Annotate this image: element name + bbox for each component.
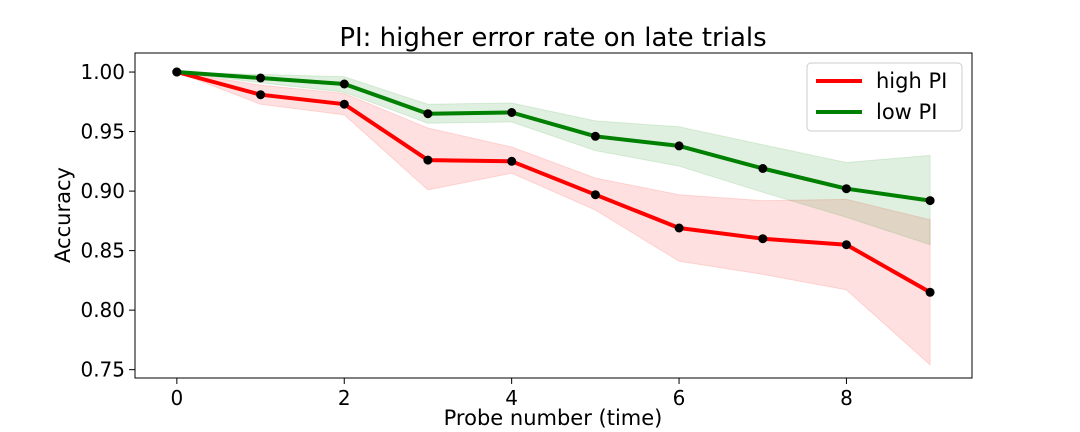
y-tick-label: 1.00: [80, 60, 125, 84]
point-low-pi-4: [507, 108, 517, 117]
y-axis-ticks: 0.75 0.80 0.85 0.90 0.95 1.00: [80, 60, 135, 382]
y-tick-label: 0.75: [80, 358, 125, 382]
y-axis-label: Accuracy: [51, 167, 75, 263]
y-tick-label: 0.80: [80, 298, 125, 322]
series-points: [172, 67, 935, 297]
x-axis-ticks: 0 2 4 6 8: [170, 378, 853, 410]
point-low-pi-9: [925, 196, 935, 206]
line-low-pi: [176, 70, 931, 203]
x-tick-label: 4: [505, 386, 518, 410]
point-high-pi-8: [841, 240, 851, 250]
y-tick-label: 0.85: [80, 239, 125, 263]
legend-label-high-pi: high PI: [876, 69, 947, 93]
legend-label-low-pi: low PI: [876, 100, 937, 124]
y-tick-label: 0.95: [80, 120, 125, 144]
point-high-pi-3: [423, 155, 433, 165]
point-high-pi-9: [925, 287, 935, 297]
point-high-pi-6: [674, 223, 684, 233]
series-lines: [176, 70, 932, 295]
point-low-pi-1: [256, 73, 266, 83]
point-low-pi-6: [674, 141, 684, 151]
plot-area-frame: [134, 52, 973, 379]
point-low-pi-3: [423, 109, 433, 119]
point-high-pi-1: [256, 90, 266, 100]
point-high-pi-2: [339, 99, 349, 109]
point-high-pi-7: [758, 234, 768, 244]
point-low-pi-7: [758, 164, 768, 173]
point-low-pi-5: [590, 131, 600, 141]
point-high-pi-5: [590, 190, 600, 200]
x-axis-label: Probe number (time): [444, 406, 663, 430]
x-tick-label: 6: [673, 386, 686, 410]
point-low-pi-8: [841, 184, 851, 194]
chart-title: PI: higher error rate on late trials: [339, 23, 766, 53]
line-high-pi: [176, 70, 932, 295]
point-high-pi-4: [507, 156, 517, 166]
point-low-pi-0: [172, 67, 182, 77]
x-tick-label: 0: [170, 386, 183, 410]
x-tick-label: 2: [338, 386, 351, 410]
legend: high PI low PI: [806, 62, 963, 132]
point-low-pi-2: [339, 79, 349, 89]
y-tick-label: 0.90: [80, 179, 125, 203]
x-tick-label: 8: [840, 386, 853, 410]
